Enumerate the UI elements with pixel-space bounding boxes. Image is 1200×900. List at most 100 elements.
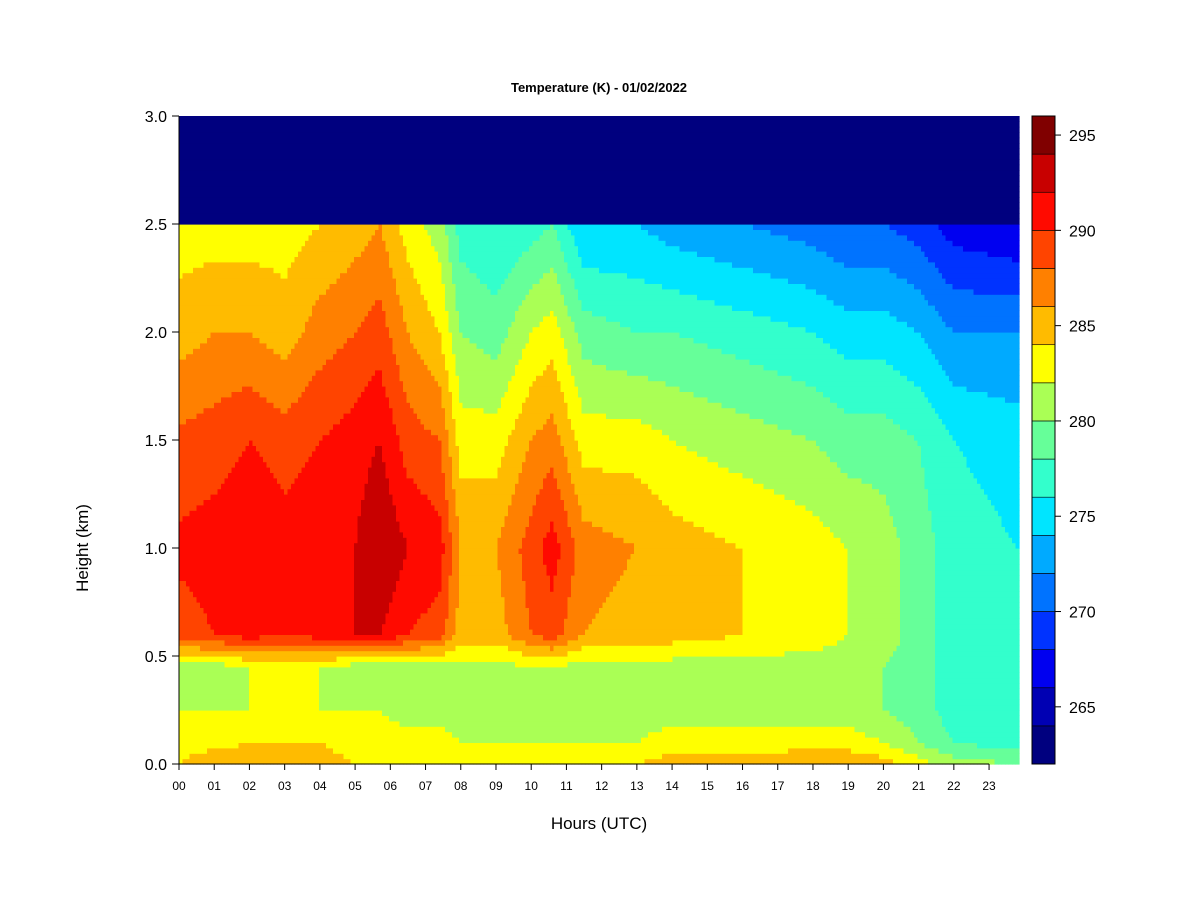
heatmap-cell [179, 742, 184, 749]
heatmap-cell [231, 299, 236, 306]
heatmap-cell [179, 170, 184, 176]
heatmap-cell [315, 413, 320, 419]
heatmap-cell [235, 467, 240, 473]
heatmap-cell [280, 342, 285, 349]
heatmap-cell [182, 504, 187, 511]
heatmap-cell [235, 521, 240, 527]
heatmap-cell [298, 450, 303, 457]
heatmap-cell [291, 267, 296, 274]
heatmap-cell [277, 121, 282, 128]
heatmap-cell [270, 272, 275, 279]
heatmap-cell [266, 402, 271, 409]
heatmap-cell [291, 294, 296, 301]
heatmap-cell [294, 126, 299, 133]
heatmap-cell [263, 310, 268, 317]
heatmap-cell [228, 369, 233, 376]
heatmap-cell [245, 229, 250, 236]
heatmap-cell [196, 445, 201, 452]
heatmap-cell [217, 688, 222, 695]
heatmap-cell [322, 585, 327, 592]
heatmap-cell [322, 639, 327, 646]
heatmap-cell [210, 537, 215, 544]
heatmap-cell [189, 515, 194, 522]
heatmap-cell [308, 542, 313, 549]
heatmap-cell [179, 396, 184, 403]
heatmap-cell [305, 283, 310, 290]
heatmap-cell [200, 272, 205, 279]
heatmap-cell [270, 278, 275, 284]
heatmap-cell [238, 267, 243, 274]
heatmap-cell [294, 445, 299, 452]
heatmap-cell [231, 753, 236, 760]
heatmap-cell [319, 672, 324, 679]
heatmap-cell [231, 326, 236, 333]
heatmap-cell [242, 278, 247, 284]
heatmap-cell [203, 278, 208, 284]
heatmap-cell [305, 488, 310, 495]
heatmap-cell [263, 197, 268, 203]
heatmap-cell [315, 542, 320, 549]
heatmap-cell [182, 224, 187, 230]
heatmap-cell [179, 758, 184, 765]
heatmap-cell [245, 537, 250, 544]
heatmap-cell [280, 261, 285, 268]
heatmap-cell [273, 488, 278, 495]
heatmap-cell [235, 240, 240, 247]
heatmap-cell [315, 499, 320, 506]
heatmap-cell [263, 267, 268, 274]
heatmap-cell [238, 742, 243, 749]
heatmap-cell [312, 531, 317, 538]
heatmap-cell [228, 434, 233, 441]
heatmap-cell [273, 456, 278, 463]
heatmap-cell [214, 580, 219, 587]
heatmap-cell [249, 531, 254, 538]
heatmap-cell [270, 710, 275, 716]
heatmap-cell [301, 202, 306, 209]
heatmap-cell [186, 423, 191, 430]
heatmap-cell [214, 153, 219, 160]
heatmap-cell [319, 731, 324, 738]
heatmap-cell [312, 548, 317, 554]
heatmap-cell [207, 558, 212, 565]
heatmap-cell [228, 186, 233, 193]
heatmap-cell [207, 126, 212, 133]
heatmap-cell [249, 278, 254, 284]
heatmap-cell [294, 629, 299, 635]
heatmap-cell [322, 429, 327, 436]
heatmap-cell [217, 337, 222, 344]
heatmap-cell [221, 143, 226, 149]
heatmap-cell [291, 461, 296, 468]
heatmap-cell [273, 666, 278, 673]
heatmap-cell [266, 537, 271, 544]
heatmap-cell [287, 629, 292, 635]
heatmap-cell [305, 591, 310, 598]
heatmap-cell [189, 510, 194, 517]
heatmap-cell [312, 618, 317, 625]
heatmap-cell [245, 348, 250, 355]
heatmap-cell [284, 591, 289, 598]
heatmap-cell [182, 456, 187, 463]
heatmap-cell [280, 191, 285, 198]
heatmap-cell [242, 672, 247, 679]
heatmap-cell [200, 704, 205, 711]
heatmap-cell [315, 445, 320, 452]
heatmap-cell [273, 348, 278, 355]
heatmap-cell [263, 429, 268, 436]
heatmap-cell [277, 720, 282, 727]
heatmap-cell [312, 726, 317, 733]
heatmap-cell [315, 423, 320, 430]
heatmap-cell [224, 596, 229, 603]
heatmap-cell [189, 434, 194, 441]
heatmap-cell [193, 278, 198, 284]
heatmap-cell [242, 207, 247, 214]
heatmap-cell [273, 483, 278, 490]
heatmap-cell [231, 337, 236, 344]
heatmap-cell [298, 305, 303, 311]
heatmap-cell [280, 456, 285, 463]
heatmap-cell [203, 575, 208, 581]
heatmap-cell [221, 666, 226, 673]
heatmap-cell [270, 499, 275, 506]
heatmap-cell [298, 413, 303, 419]
heatmap-cell [203, 337, 208, 344]
heatmap-cell [308, 467, 313, 473]
